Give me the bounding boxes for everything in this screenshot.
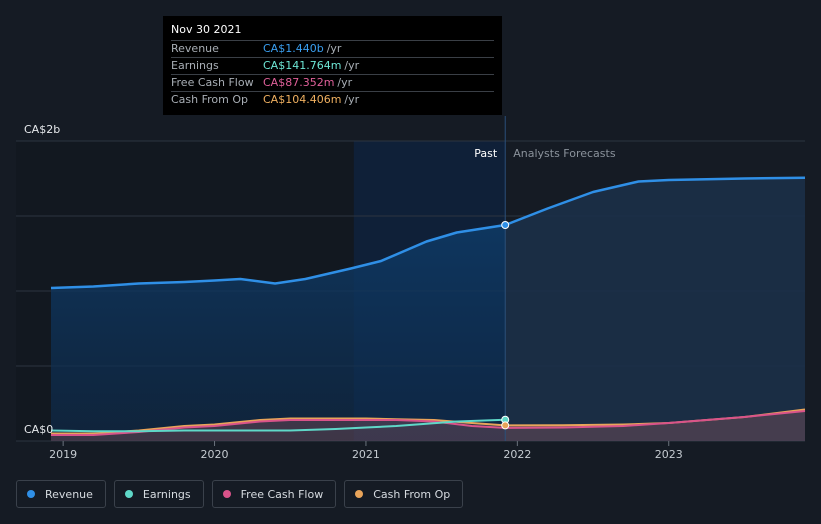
tooltip-row-cash-from-op: Cash From Op CA$104.406m /yr	[171, 91, 494, 108]
legend-item-revenue[interactable]: Revenue	[16, 480, 106, 508]
tooltip-label: Revenue	[171, 42, 219, 55]
tooltip-value: CA$87.352m	[263, 76, 335, 89]
tooltip-unit: /yr	[326, 42, 342, 55]
series-line-revenue	[50, 176, 806, 290]
forecast-label: Analysts Forecasts	[513, 147, 616, 160]
legend-label: Free Cash Flow	[240, 487, 324, 501]
x-tick-label: 2019	[49, 448, 77, 461]
series-line-cash-from-op	[51, 408, 806, 435]
tooltip-label: Cash From Op	[171, 93, 249, 106]
tooltip-value: CA$1.440b	[263, 42, 324, 55]
earnings-dot-icon	[124, 490, 133, 498]
legend-label: Earnings	[142, 487, 191, 501]
x-tick-label: 2021	[352, 448, 380, 461]
legend-item-free-cash-flow[interactable]: Free Cash Flow	[211, 480, 337, 508]
past-label: Past	[474, 147, 498, 160]
revenue-area-past	[51, 225, 506, 441]
free-cash-flow-dot-icon	[222, 490, 231, 498]
tooltip-unit: /yr	[344, 93, 360, 106]
legend-item-cash-from-op[interactable]: Cash From Op	[344, 480, 464, 508]
legend: Revenue Earnings Free Cash Flow Cash Fro…	[16, 480, 464, 508]
tooltip-label: Free Cash Flow	[171, 76, 254, 89]
revenue-dot-icon	[27, 490, 35, 498]
series-area-free-cash-flow	[51, 411, 805, 441]
series-line-earnings	[50, 418, 506, 433]
tooltip-row-earnings: Earnings CA$141.764m /yr	[171, 57, 494, 74]
y-axis-label-top: CA$2b	[24, 123, 60, 136]
tooltip: Nov 30 2021 Revenue CA$1.440b /yr Earnin…	[163, 16, 502, 115]
legend-item-earnings[interactable]: Earnings	[113, 480, 204, 508]
x-tick-label: 2020	[201, 448, 229, 461]
y-axis-label-bottom: CA$0	[24, 423, 53, 436]
tooltip-unit: /yr	[344, 59, 360, 72]
legend-label: Revenue	[45, 487, 93, 501]
tooltip-value: CA$104.406m	[263, 93, 342, 106]
cash-from-op-dot-icon	[355, 490, 364, 498]
tooltip-label: Earnings	[171, 59, 219, 72]
tooltip-row-revenue: Revenue CA$1.440b /yr	[171, 40, 494, 57]
x-tick-label: 2023	[655, 448, 683, 461]
tooltip-date: Nov 30 2021	[171, 23, 242, 36]
series-line-free-cash-flow	[51, 410, 806, 436]
tooltip-row-free-cash-flow: Free Cash Flow CA$87.352m /yr	[171, 74, 494, 91]
marker-cash-from-op	[501, 421, 510, 430]
revenue-area-forecast	[505, 177, 805, 442]
tooltip-value: CA$141.764m	[263, 59, 342, 72]
tooltip-unit: /yr	[337, 76, 353, 89]
series-area-cash-from-op	[51, 409, 805, 441]
x-tick-label: 2022	[503, 448, 531, 461]
marker-revenue	[501, 221, 510, 229]
legend-label: Cash From Op	[373, 487, 451, 501]
